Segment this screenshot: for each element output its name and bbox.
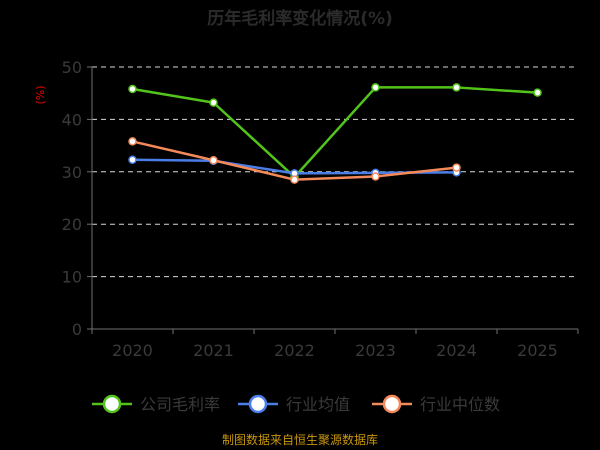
- y-tick-label: 30: [62, 163, 82, 182]
- legend-item[interactable]: 公司毛利率: [92, 394, 220, 414]
- data-point[interactable]: [452, 163, 461, 172]
- series-line: [132, 86, 538, 179]
- legend: 公司毛利率 行业均值 行业中位数: [92, 394, 500, 414]
- legend-item[interactable]: 行业中位数: [372, 394, 500, 414]
- x-tick-label: 2025: [517, 341, 558, 360]
- data-point[interactable]: [371, 83, 380, 92]
- data-point[interactable]: [290, 175, 299, 184]
- x-tick-label: 2020: [112, 341, 153, 360]
- series-2: [128, 137, 461, 184]
- legend-swatch-marker: [102, 394, 122, 414]
- y-tick-label: 20: [62, 215, 82, 234]
- data-point[interactable]: [128, 155, 137, 164]
- data-point[interactable]: [209, 98, 218, 107]
- data-point[interactable]: [209, 156, 218, 165]
- x-tick-label: 2022: [274, 341, 315, 360]
- data-point[interactable]: [371, 172, 380, 181]
- data-point[interactable]: [533, 88, 542, 97]
- y-tick-label: 10: [62, 268, 82, 287]
- x-tick-label: 2023: [355, 341, 396, 360]
- legend-label: 公司毛利率: [140, 395, 220, 414]
- legend-swatch-marker: [248, 394, 268, 414]
- y-axis-label: (%): [34, 85, 47, 104]
- data-point[interactable]: [452, 83, 461, 92]
- y-tick-label: 50: [62, 58, 82, 77]
- series-0: [128, 83, 542, 182]
- y-tick-label: 40: [62, 110, 82, 129]
- data-source-footer: 制图数据来自恒生聚源数据库: [222, 432, 378, 447]
- legend-label: 行业均值: [286, 395, 350, 414]
- axes: 0 10 20 30 40 50 2020 2021 2022 2023 2024 2025: [62, 58, 579, 360]
- chart-title: 历年毛利率变化情况(%): [207, 8, 393, 29]
- y-tick-label: 0: [72, 320, 82, 339]
- data-point[interactable]: [128, 84, 137, 94]
- legend-label: 行业中位数: [420, 395, 500, 414]
- x-tick-label: 2024: [436, 341, 477, 360]
- grid-lines: [92, 66, 578, 278]
- series-lines: [128, 83, 542, 184]
- legend-item[interactable]: 行业均值: [238, 394, 350, 414]
- data-point[interactable]: [128, 137, 137, 146]
- x-tick-label: 2021: [193, 341, 234, 360]
- legend-swatch-marker: [382, 394, 402, 414]
